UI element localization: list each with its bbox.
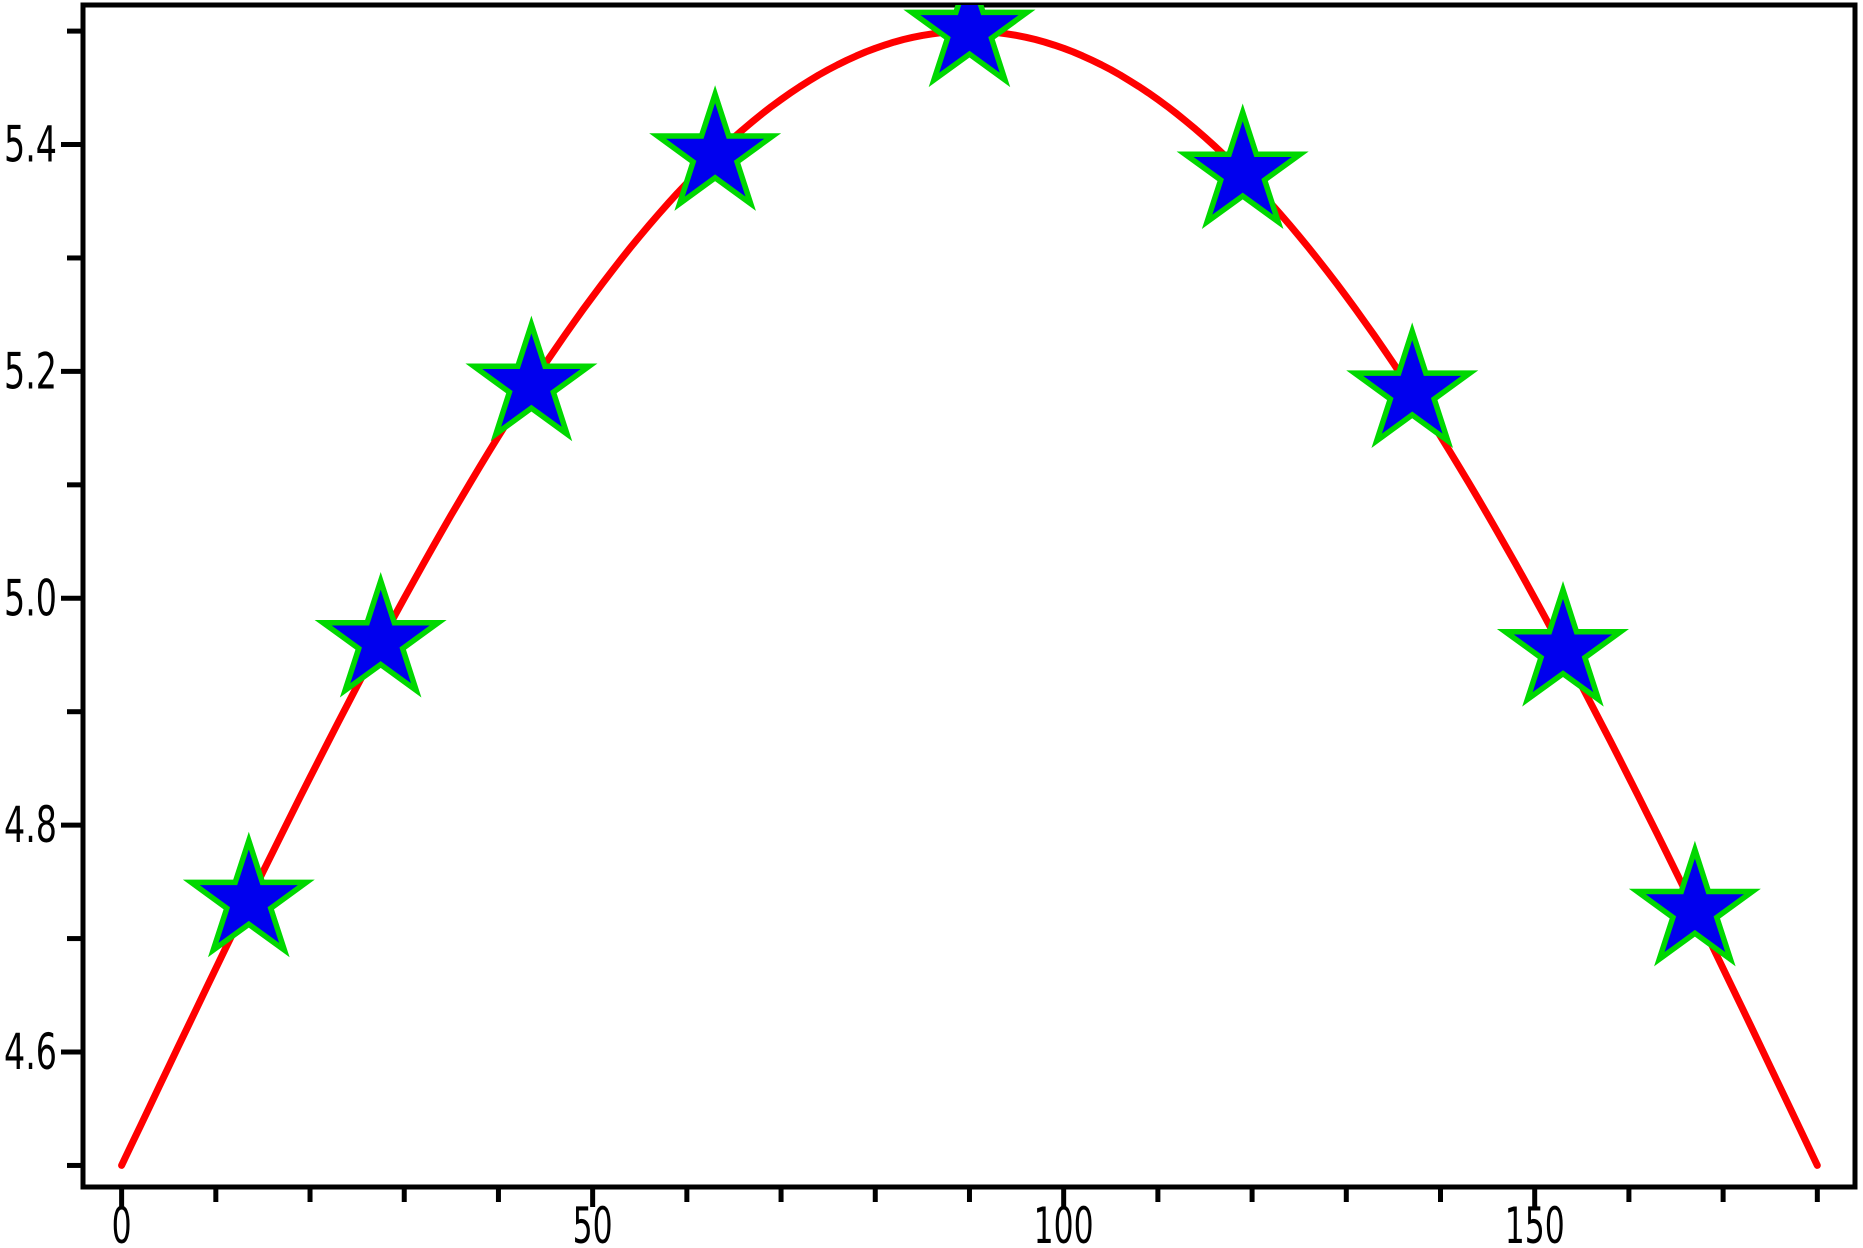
star-marker — [465, 315, 598, 442]
star-marker — [1496, 580, 1629, 707]
star-marker — [1628, 840, 1761, 967]
axes-layer — [61, 2, 1858, 1207]
label-layer: 0 50 100 150 4.6 4.8 5.0 5.2 5.4 — [4, 116, 1565, 1248]
y-axis-tick-label: 4.8 — [4, 796, 57, 854]
star-marker — [1346, 322, 1479, 449]
star-marker — [314, 572, 447, 698]
plot-frame — [80, 2, 1858, 1190]
marker-layer — [182, 5, 1761, 967]
x-axis-tick-label: 100 — [1034, 1197, 1094, 1248]
x-axis-tick-label: 150 — [1505, 1197, 1565, 1248]
y-axis-tick-label: 5.4 — [4, 116, 57, 174]
star-marker — [182, 831, 315, 958]
star-marker — [1176, 103, 1309, 230]
star-marker — [649, 85, 782, 211]
y-axis-tick-label: 5.0 — [4, 569, 57, 627]
x-axis-tick-label: 50 — [573, 1197, 613, 1248]
star-marker — [903, 5, 1036, 88]
y-axis-tick-label: 4.6 — [4, 1023, 57, 1081]
y-axis-tick-label: 5.2 — [4, 342, 57, 400]
x-axis-tick-label: 0 — [112, 1197, 132, 1248]
